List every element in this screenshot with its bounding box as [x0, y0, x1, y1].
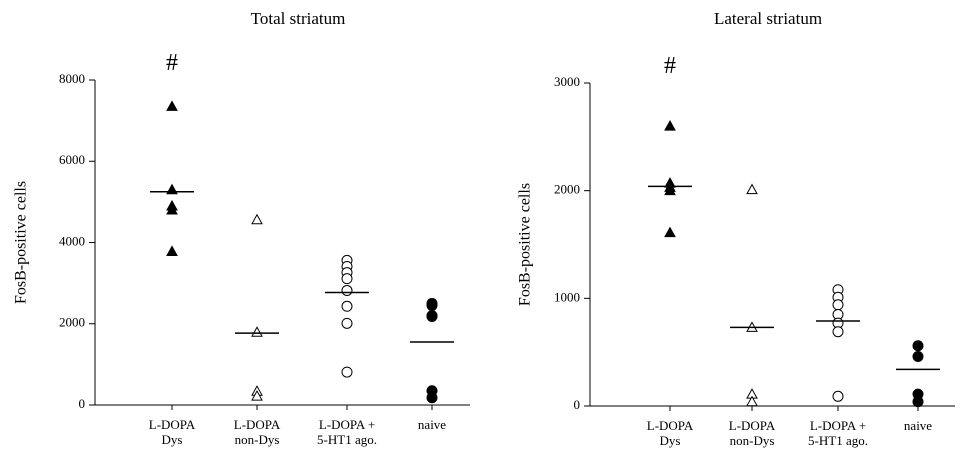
x-tick-label: non-Dys	[730, 433, 775, 448]
x-tick-label: 5-HT1 ago.	[808, 433, 868, 448]
data-point	[341, 300, 353, 312]
data-point	[426, 310, 438, 322]
y-tick-label: 6000	[59, 152, 85, 167]
x-tick-label: L-DOPA	[647, 418, 694, 433]
y-tick-label: 2000	[59, 315, 85, 330]
data-point	[251, 213, 263, 225]
data-point	[912, 396, 924, 408]
annotation: #	[664, 53, 676, 79]
y-axis-label: FosB-positive cells	[517, 183, 534, 306]
data-point	[251, 326, 263, 337]
data-point	[832, 299, 844, 311]
y-axis-label: FosB-positive cells	[13, 181, 30, 304]
x-tick-label: L-DOPA +	[810, 418, 866, 433]
x-tick-label: L-DOPA	[234, 417, 281, 432]
y-tick-label: 1000	[554, 289, 580, 304]
data-point	[166, 203, 178, 215]
data-point	[832, 390, 844, 402]
x-tick-label: Dys	[162, 432, 183, 447]
x-tick-label: Dys	[660, 433, 681, 448]
data-point	[341, 284, 353, 296]
data-point	[166, 100, 178, 111]
data-point	[746, 183, 758, 195]
data-point	[251, 390, 263, 401]
data-point	[746, 395, 758, 407]
y-tick-label: 3000	[554, 74, 580, 89]
data-point	[341, 366, 353, 378]
data-point	[912, 340, 924, 352]
data-point	[664, 120, 676, 131]
data-point	[426, 299, 438, 311]
data-point	[664, 226, 676, 238]
data-point	[166, 245, 178, 256]
y-tick-label: 0	[79, 396, 86, 411]
data-point	[426, 392, 438, 404]
x-tick-label: naive	[418, 417, 446, 432]
data-point	[832, 326, 844, 338]
chart-title: Total striatum	[251, 9, 346, 28]
x-tick-label: L-DOPA	[729, 418, 776, 433]
data-point	[664, 184, 676, 196]
y-tick-label: 0	[574, 397, 581, 412]
y-tick-label: 2000	[554, 182, 580, 197]
data-point	[912, 350, 924, 362]
data-point	[341, 317, 353, 329]
x-tick-label: naive	[904, 418, 932, 433]
x-tick-label: L-DOPA +	[319, 417, 375, 432]
x-tick-label: non-Dys	[235, 432, 280, 447]
y-tick-label: 4000	[59, 233, 85, 248]
x-tick-label: L-DOPA	[149, 417, 196, 432]
data-point	[341, 273, 353, 285]
y-tick-label: 8000	[59, 71, 85, 86]
chart-title: Lateral striatum	[714, 9, 822, 28]
annotation: #	[166, 50, 178, 76]
x-tick-label: 5-HT1 ago.	[317, 432, 377, 447]
